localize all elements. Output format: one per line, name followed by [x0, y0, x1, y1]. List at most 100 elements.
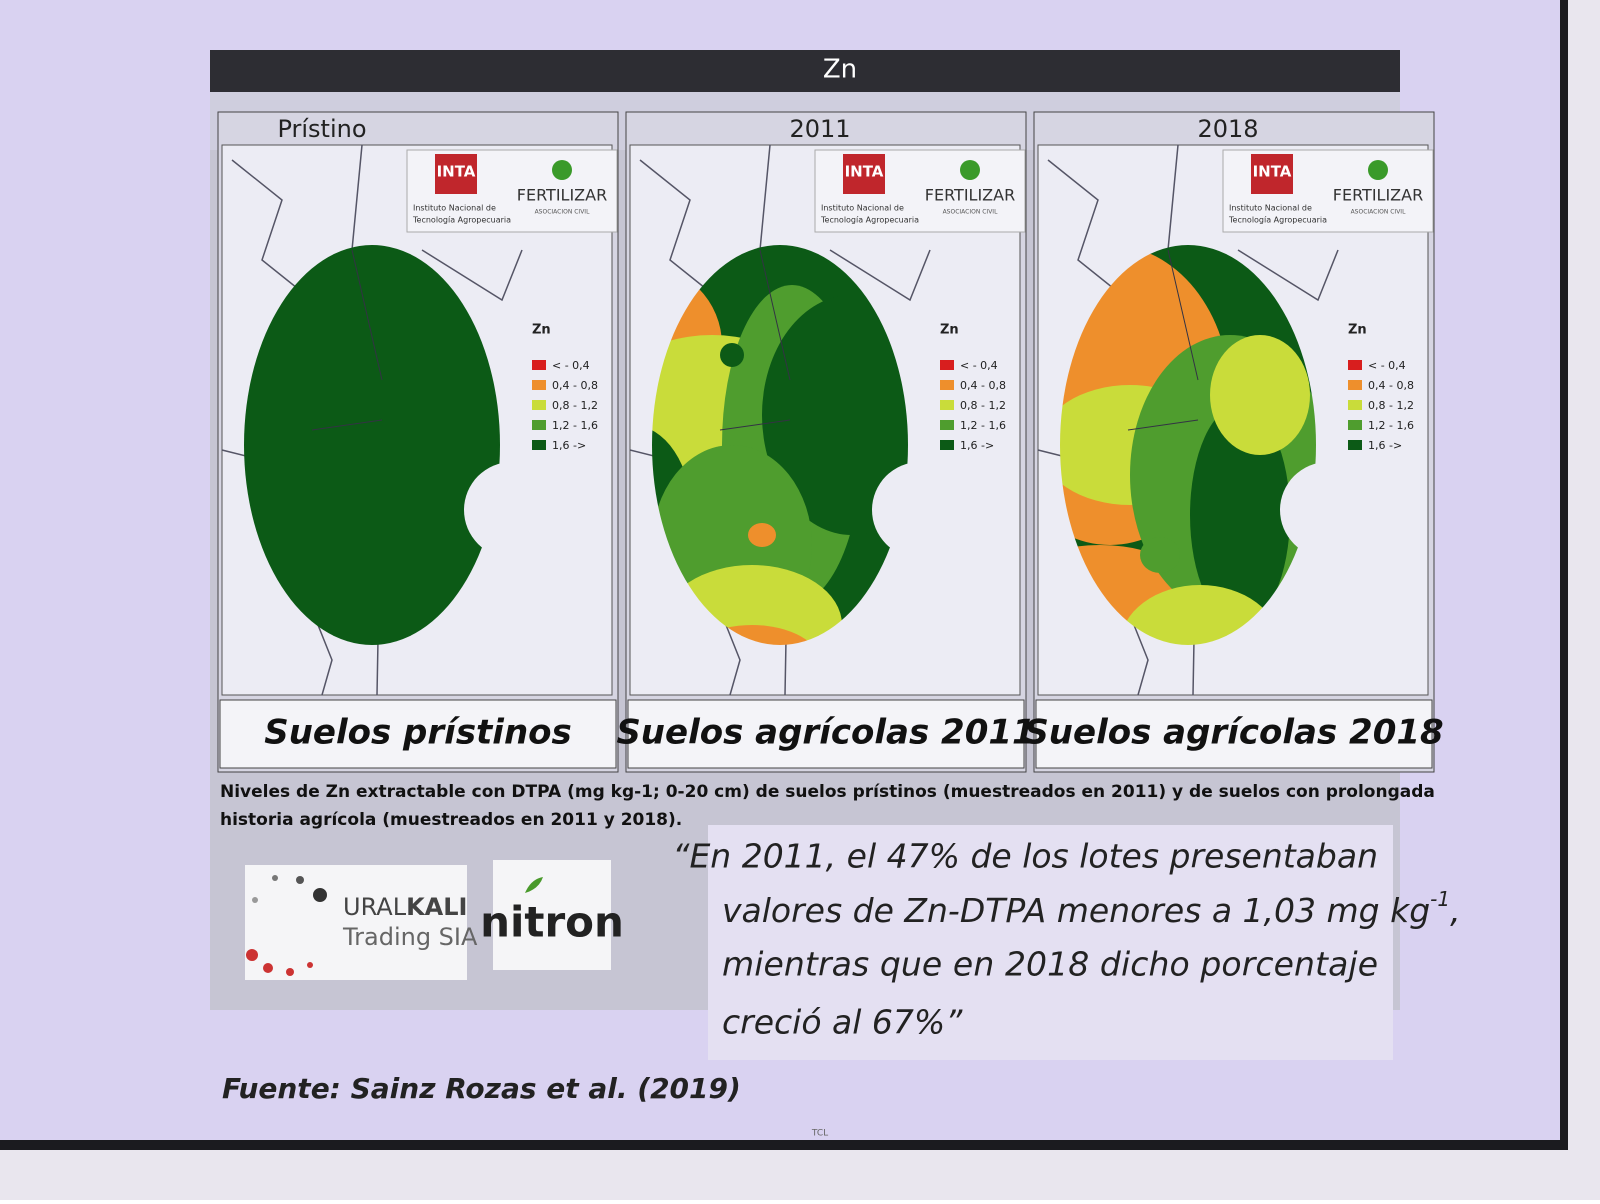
legend-label: 0,4 - 0,8	[1368, 379, 1414, 392]
source: Fuente: Sainz Rozas et al. (2019)	[222, 1072, 741, 1105]
map-panel: 2011 INTA Instituto Nacional de Tecnología …	[562, 111, 1036, 773]
zn-patch	[1140, 537, 1180, 573]
fertilizar-icon	[552, 160, 572, 180]
legend-label: < - 0,4	[1368, 359, 1406, 372]
inta: INTA	[1253, 163, 1292, 181]
legend-label: 0,8 - 1,2	[1368, 399, 1414, 412]
legend-swatch	[1348, 420, 1362, 430]
legend-swatch	[1348, 380, 1362, 390]
uralkali-sub: Trading SIA	[342, 923, 478, 951]
legend-swatch	[940, 420, 954, 430]
zn-patch	[1090, 653, 1110, 677]
uralkali-name: URALKALI	[343, 893, 467, 921]
caption-box	[219, 699, 617, 769]
legend-swatch	[532, 360, 546, 370]
quote-line: “En 2011, el 47% de los lotes presentaba…	[672, 837, 1378, 876]
quote-line: valores de Zn-DTPA menores a 1,03 mg kg-…	[722, 887, 1461, 930]
quote-box	[708, 825, 1393, 1060]
quote-text: ,	[1450, 891, 1461, 930]
map-panel: 2018 INTA Instituto Nacional de Tecnología …	[980, 111, 1444, 773]
map-lines	[1127, 249, 1199, 431]
fertilizar: FERTILIZAR	[925, 186, 1015, 205]
caption: Suelos agrícolas 2018	[1024, 713, 1443, 753]
zn-patch	[1210, 335, 1310, 455]
nitron-name: nitron	[480, 898, 624, 947]
zn-map	[562, 245, 942, 705]
quote-line: mientras que en 2018 dicho porcentaje	[722, 945, 1378, 984]
legend-title: Zn	[532, 323, 551, 338]
legend-swatch	[940, 400, 954, 410]
legend-swatch	[1348, 400, 1362, 410]
inta-name: Instituto Nacional de	[413, 204, 496, 213]
caption-box	[1035, 699, 1433, 769]
legend-swatch	[1348, 440, 1362, 450]
inta-name: Tecnología Agropecuaria	[412, 216, 511, 225]
legend-swatch	[940, 380, 954, 390]
zn-patch	[748, 523, 776, 547]
fertilizar-icon	[960, 160, 980, 180]
caption: Suelos prístinos	[264, 713, 572, 753]
uralkali-dots	[246, 875, 327, 976]
fertilizar: FERTILIZAR	[517, 186, 607, 205]
fertilizar-sub: ASOCIACION CIVIL	[535, 209, 591, 216]
inta: INTA	[845, 163, 884, 181]
inta-badge	[843, 154, 885, 194]
zn-patch	[1190, 405, 1290, 625]
nitron-leaf	[525, 877, 543, 893]
header-title: Zn	[823, 55, 857, 85]
inta-badge	[1251, 154, 1293, 194]
legend-label: 1,6 ->	[552, 439, 586, 452]
zn-base	[222, 245, 522, 645]
zn-map	[222, 245, 522, 645]
inta-name: Instituto Nacional de	[821, 204, 904, 213]
legend-label: 1,6 ->	[960, 439, 994, 452]
ural: URAL	[343, 893, 407, 921]
legend-label: 1,6 ->	[1368, 439, 1402, 452]
legend-swatch	[1348, 360, 1362, 370]
inta-name: Tecnología Agropecuaria	[1228, 216, 1327, 225]
caption: Suelos agrícolas 2011	[616, 713, 1035, 753]
map-lines	[311, 249, 383, 431]
legend-label: 1,2 - 1,6	[1368, 419, 1414, 432]
zn-patch	[762, 295, 942, 535]
figure-caption: Niveles de Zn extractable con DTPA (mg k…	[220, 782, 1435, 802]
zn-map	[980, 245, 1338, 705]
legend-title: Zn	[940, 323, 959, 338]
quote-line: creció al 67%”	[722, 1003, 963, 1042]
legend-label: 1,2 - 1,6	[552, 419, 598, 432]
fertilizar-sub: ASOCIACION CIVIL	[943, 209, 999, 216]
legend-swatch	[532, 420, 546, 430]
fertilizar-sub: ASOCIACION CIVIL	[1351, 209, 1407, 216]
map-panel: Prístino INTA Instituto Nacional de Tecnolo…	[217, 111, 619, 773]
tv-brand: TCL	[811, 1129, 828, 1139]
quote-sup: -1	[1430, 887, 1450, 911]
inta-badge	[435, 154, 477, 194]
legend-swatch	[532, 440, 546, 450]
uralkali-logo	[245, 865, 467, 980]
inta-name: Instituto Nacional de	[1229, 204, 1312, 213]
fertilizar: FERTILIZAR	[1333, 186, 1423, 205]
inta-name: Tecnología Agropecuaria	[820, 216, 919, 225]
zn-patch	[720, 343, 744, 367]
legend-swatch	[940, 440, 954, 450]
panel-label: Prístino	[277, 115, 366, 143]
caption-box	[627, 699, 1025, 769]
zn-patch	[682, 625, 822, 705]
nitron-logo	[493, 860, 611, 970]
inta: INTA	[437, 163, 476, 181]
figure-caption: historia agrícola (muestreados en 2011 y…	[220, 810, 682, 830]
panel-label: 2018	[1197, 115, 1258, 143]
legend-label: < - 0,4	[960, 359, 998, 372]
legend-title: Zn	[1348, 323, 1367, 338]
legend-swatch	[940, 360, 954, 370]
zn-patch	[1120, 585, 1280, 705]
panel-label: 2011	[789, 115, 850, 143]
fertilizar-icon	[1368, 160, 1388, 180]
kali: KALI	[406, 893, 467, 921]
legend-swatch	[532, 400, 546, 410]
legend-swatch	[532, 380, 546, 390]
quote-text: valores de Zn-DTPA menores a 1,03 mg kg	[722, 891, 1430, 930]
map-lines	[719, 249, 791, 431]
